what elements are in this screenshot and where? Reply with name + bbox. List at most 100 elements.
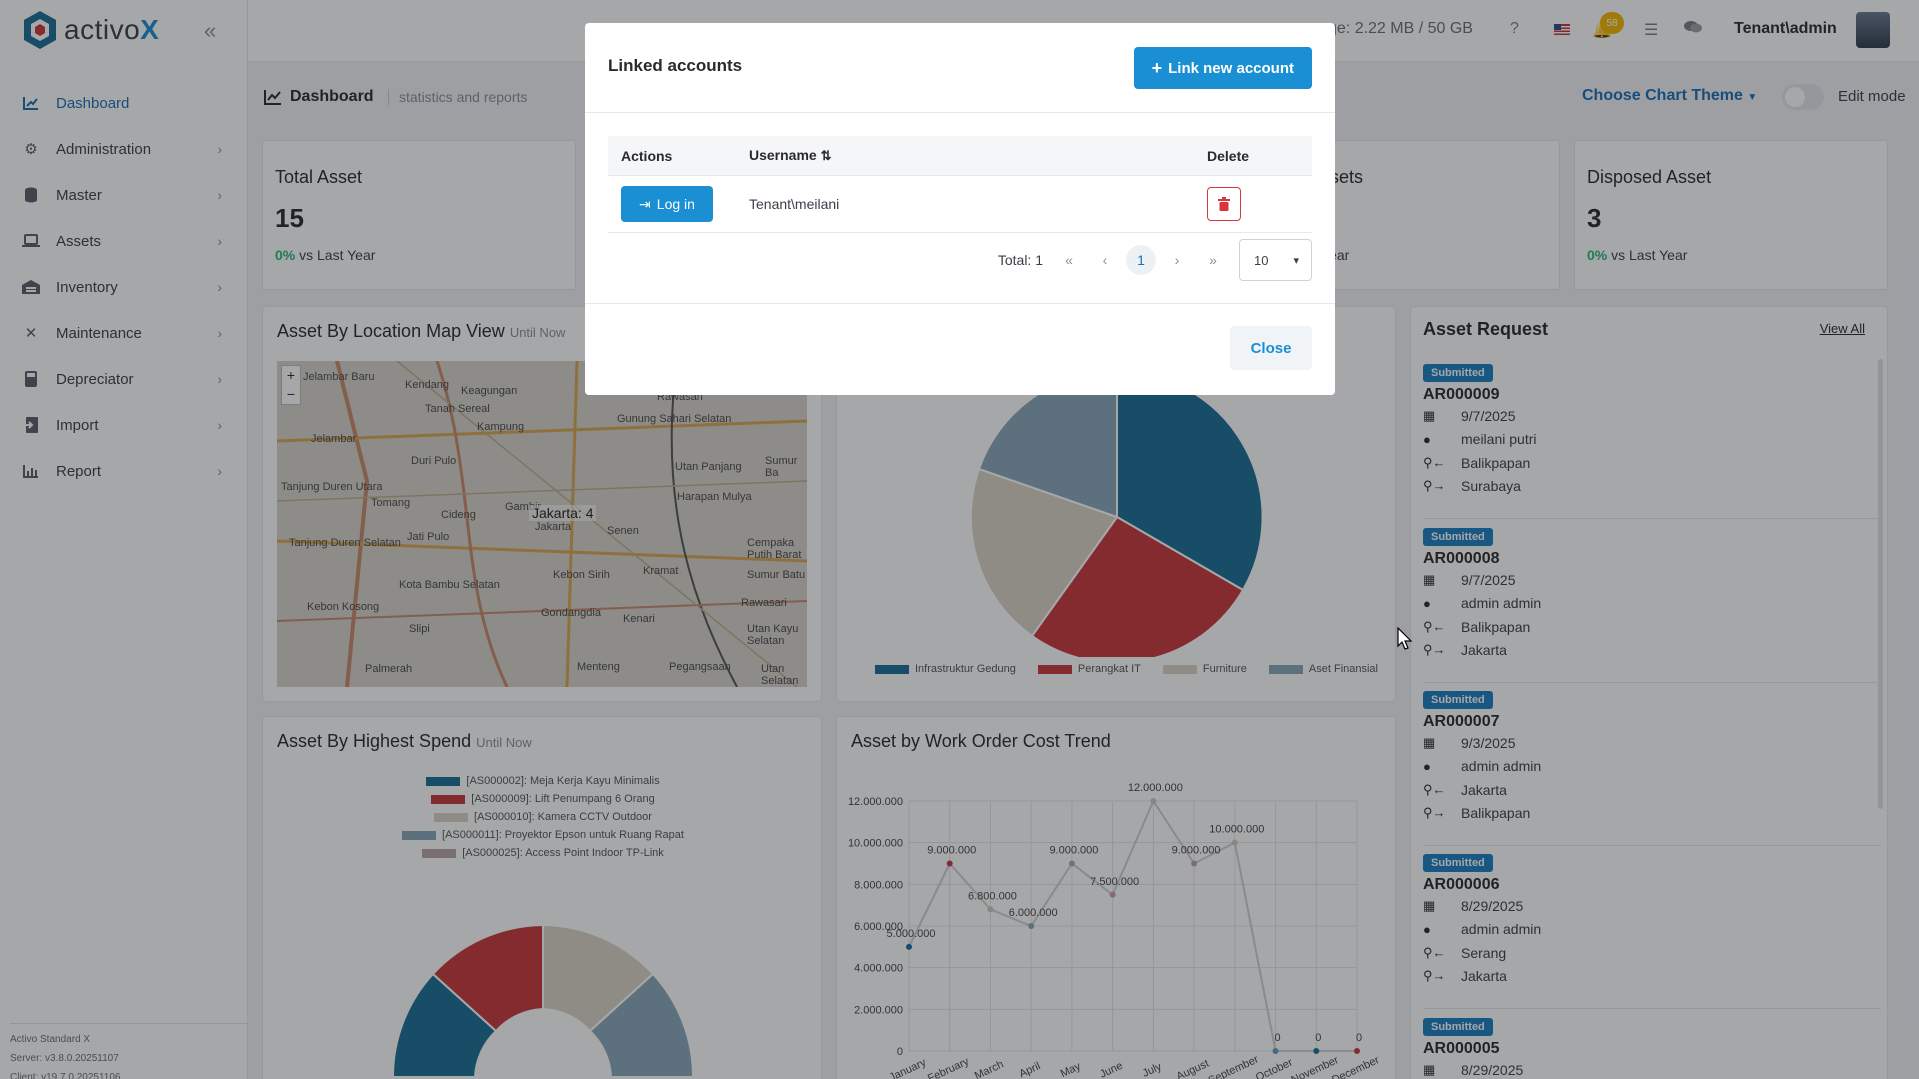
prev-page-icon[interactable]: ‹ xyxy=(1102,252,1108,268)
modal-title: Linked accounts xyxy=(608,56,743,75)
list-item[interactable]: Submitted AR000006 ▦ 8/29/2025 ● admin adm… xyxy=(1423,853,1881,1009)
status-badge: Submitted xyxy=(1423,1018,1493,1036)
sidebar-item-report[interactable]: Report › xyxy=(0,448,248,494)
list-item[interactable]: Submitted AR000008 ▦ 9/7/2025 ● admin admi… xyxy=(1423,527,1881,683)
map-label: Palmerah xyxy=(365,663,413,675)
map-label: Jelambar xyxy=(311,433,357,445)
map-label: Sumur Batu xyxy=(747,569,806,581)
login-button[interactable]: ⇥ Log in xyxy=(621,186,713,222)
user-name[interactable]: Tenant\admin xyxy=(1734,20,1837,37)
y-tick-label: 4.000.000 xyxy=(854,963,903,975)
edit-mode-label: Edit mode xyxy=(1838,88,1906,105)
list-item[interactable]: Submitted AR000009 ▦ 9/7/2025 ● meilani pu… xyxy=(1423,363,1881,519)
spend-legend: [AS000002]: Meja Kerja Kayu Minimalis [A… xyxy=(263,775,823,859)
legend-item[interactable]: [AS000010]: Kamera CCTV Outdoor xyxy=(434,811,652,823)
logo-x: X xyxy=(140,14,160,45)
legend-item[interactable]: [AS000009]: Lift Penumpang 6 Orang xyxy=(431,793,655,805)
sidebar-item-depreciator[interactable]: Depreciator › xyxy=(0,356,248,402)
legend-item[interactable]: [AS000025]: Access Point Indoor TP-Link xyxy=(422,847,664,859)
close-button[interactable]: Close xyxy=(1230,326,1312,370)
legend-swatch xyxy=(1037,664,1072,674)
sidebar-item-administration[interactable]: ⚙ Administration › xyxy=(0,126,248,172)
map-label: Kebon Kosong xyxy=(307,601,380,613)
map-label: Keagungan xyxy=(461,385,518,397)
legend-item[interactable]: Infrastruktur Gedung xyxy=(875,663,1016,675)
sidebar-item-label: Maintenance xyxy=(56,324,142,342)
legend-item[interactable]: Furniture xyxy=(1162,663,1247,675)
data-label: 5.000.000 xyxy=(887,928,936,940)
sidebar-item-label: Administration xyxy=(56,140,152,158)
delete-button[interactable] xyxy=(1207,187,1241,221)
map-marker-label[interactable]: Jakarta: 4 xyxy=(529,505,597,521)
location-map[interactable]: + − Jelambar Baru Kendang Keagungan Gunun… xyxy=(277,361,807,687)
legend-item[interactable]: [AS000011]: Proyektor Epson untuk Ruang … xyxy=(402,829,684,841)
request-code: AR000007 xyxy=(1423,713,1500,730)
donut-segment-as000009[interactable] xyxy=(431,923,544,1033)
legend-swatch xyxy=(426,776,461,786)
edit-mode-toggle[interactable] xyxy=(1782,84,1824,110)
zoom-out-icon[interactable]: − xyxy=(286,386,296,402)
location-to-icon: ⚲→ xyxy=(1423,478,1446,494)
mouse-cursor-icon xyxy=(1397,627,1413,650)
page-size-select[interactable]: 10 ▾ xyxy=(1239,239,1312,281)
collapse-sidebar-icon[interactable]: « xyxy=(204,18,217,43)
sort-icon[interactable]: ⇅ xyxy=(820,148,832,163)
y-tick-label: 0 xyxy=(897,1046,903,1058)
location-from-icon: ⚲← xyxy=(1423,618,1446,634)
pie-slice-perangkat-it[interactable] xyxy=(1030,515,1245,657)
legend-item[interactable]: [AS000002]: Meja Kerja Kayu Minimalis xyxy=(426,775,660,787)
list-item[interactable]: Submitted AR000007 ▦ 9/3/2025 ● admin admi… xyxy=(1423,690,1881,846)
card-title: Asset Request xyxy=(1423,319,1549,339)
donut-segment-as000010[interactable] xyxy=(542,923,655,1033)
notification-badge: 58 xyxy=(1600,12,1624,34)
import-icon xyxy=(22,416,40,434)
app-logo[interactable]: activoX xyxy=(22,10,159,50)
last-page-icon[interactable]: » xyxy=(1209,252,1217,268)
divider xyxy=(585,303,1335,304)
first-page-icon[interactable]: « xyxy=(1065,252,1073,268)
next-page-icon[interactable]: › xyxy=(1174,252,1180,268)
map-zoom-controls[interactable]: + − xyxy=(281,365,301,405)
map-label: Utan Panjang xyxy=(675,461,742,473)
sidebar-item-dashboard[interactable]: Dashboard xyxy=(0,80,248,126)
data-point xyxy=(1354,1048,1360,1054)
sidebar-item-master[interactable]: Master › xyxy=(0,172,248,218)
list-item[interactable]: Submitted AR000005 ▦ 8/29/2025 xyxy=(1423,1017,1881,1079)
chevron-right-icon: › xyxy=(217,325,222,341)
avatar[interactable] xyxy=(1856,12,1890,48)
flag-us-icon[interactable] xyxy=(1554,22,1570,40)
request-code: AR000005 xyxy=(1423,1040,1500,1057)
chat-icon[interactable] xyxy=(1684,20,1702,39)
gears-icon: ⚙ xyxy=(24,141,38,158)
link-new-account-button[interactable]: + Link new account xyxy=(1133,47,1312,89)
page-number[interactable]: 1 xyxy=(1126,245,1156,275)
map-label: Kendang xyxy=(405,379,450,391)
legend-item[interactable]: Perangkat IT xyxy=(1037,663,1141,675)
scrollbar[interactable] xyxy=(1878,359,1883,809)
chevron-right-icon: › xyxy=(217,141,222,157)
chevron-right-icon: › xyxy=(217,371,222,387)
chevron-right-icon: › xyxy=(217,279,222,295)
view-all-link[interactable]: View All xyxy=(1819,321,1865,336)
legend-item[interactable]: Aset Finansial xyxy=(1268,663,1378,675)
request-date: 9/3/2025 xyxy=(1461,734,1516,751)
pie-slice-furniture[interactable] xyxy=(969,467,1119,638)
tasks-icon[interactable]: ☰ xyxy=(1644,22,1659,39)
stat-foot-label: vs Last Year xyxy=(1611,247,1688,263)
help-icon[interactable]: ? xyxy=(1510,20,1519,37)
sidebar-item-import[interactable]: Import › xyxy=(0,402,248,448)
sidebar-item-inventory[interactable]: Inventory › xyxy=(0,264,248,310)
sidebar-item-maintenance[interactable]: ✕ Maintenance › xyxy=(0,310,248,356)
donut-segment-as000011[interactable] xyxy=(588,972,695,1078)
theme-button-label: Choose Chart Theme xyxy=(1582,87,1743,104)
sidebar-item-assets[interactable]: Assets › xyxy=(0,218,248,264)
zoom-in-icon[interactable]: + xyxy=(286,367,296,383)
sidebar-item-label: Depreciator xyxy=(56,370,134,388)
sidebar-item-label: Assets xyxy=(56,232,102,250)
choose-chart-theme-button[interactable]: Choose Chart Theme ▼ xyxy=(1582,87,1757,105)
map-label: Tanjung Duren Utara xyxy=(281,481,383,493)
y-tick-label: 6.000.000 xyxy=(854,921,903,933)
map-label: Duri Pulo xyxy=(411,455,457,467)
column-header-username[interactable]: Username ⇅ xyxy=(749,147,1207,164)
calendar-icon: ▦ xyxy=(1423,407,1436,423)
